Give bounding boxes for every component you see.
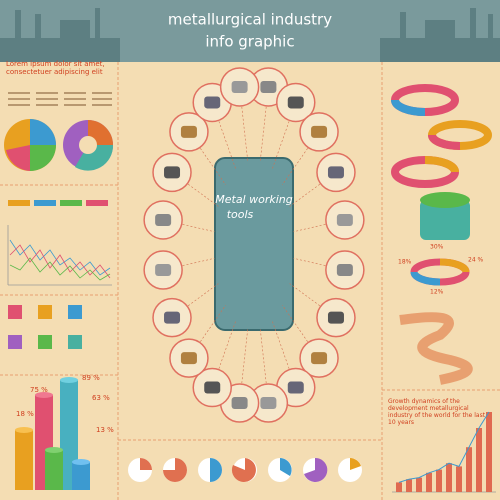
cylinder-label: 63 % — [92, 394, 110, 402]
ring-label: 30% — [430, 244, 444, 251]
small-pies — [128, 457, 362, 482]
tool-glyph — [260, 80, 277, 93]
growth-caption: Growth dynamics of the development metal… — [388, 398, 486, 426]
cylinder-label: 75 % — [30, 386, 48, 394]
factory-silhouette-left — [0, 8, 120, 62]
growth-bar — [486, 412, 492, 492]
tool-glyph — [155, 264, 172, 277]
ring-label: 12% — [430, 289, 444, 296]
growth-bar — [476, 428, 482, 492]
growth-bar — [396, 482, 402, 492]
growth-bar — [436, 469, 442, 492]
pie-left — [4, 119, 114, 171]
ring-label: 18% — [398, 259, 412, 266]
tool-glyph — [204, 96, 221, 109]
factory-silhouette-right — [380, 8, 500, 62]
ring-label: 24 % — [468, 257, 484, 264]
tool-glyph — [164, 166, 181, 179]
3d-rings — [391, 84, 492, 240]
growth-line — [398, 411, 490, 483]
ring-pie — [410, 258, 470, 286]
cylinders — [15, 377, 90, 490]
cylinder-label: 13 % — [96, 426, 114, 434]
growth-chart — [396, 411, 492, 492]
tool-glyph — [336, 213, 353, 226]
tool-glyph — [336, 264, 353, 277]
tool-glyph — [164, 311, 181, 324]
connector — [282, 131, 320, 186]
tool-glyph — [231, 80, 248, 93]
center-label: Metal working — [215, 193, 293, 206]
connector — [188, 304, 226, 359]
tool-glyph — [287, 381, 304, 394]
growth-bar — [416, 477, 422, 492]
heading-box: Lorem ipsum dolor sit amet, consectetuer… — [6, 60, 105, 76]
left-heading: Lorem ipsum dolor sit amet, consectetuer… — [6, 60, 105, 76]
tool-glyph — [180, 125, 197, 138]
tool-glyph — [311, 125, 328, 138]
cylinder-label: 18 % — [16, 410, 34, 418]
caption-box: Growth dynamics of the development metal… — [388, 398, 486, 426]
tool-glyph — [155, 213, 172, 226]
tool-glyph — [311, 352, 328, 365]
text-lines — [8, 92, 112, 106]
tool-ring — [143, 67, 365, 423]
line-chart-left — [7, 200, 112, 286]
growth-bar — [426, 472, 432, 492]
growth-bar — [446, 463, 452, 492]
tool-glyph — [180, 352, 197, 365]
center-label: tools — [227, 208, 254, 221]
title: metallurgical industry — [168, 11, 332, 29]
snake-path — [399, 312, 473, 385]
center-panel — [214, 157, 294, 331]
growth-bar — [456, 466, 462, 492]
tool-glyph — [287, 96, 304, 109]
connector — [188, 131, 226, 186]
tool-glyph — [231, 397, 248, 410]
connector — [282, 304, 320, 359]
tool-glyph — [204, 381, 221, 394]
subtitle: info graphic — [205, 33, 294, 51]
cylinder-label: 89 % — [82, 374, 100, 382]
swatches — [8, 305, 82, 349]
tool-glyph — [327, 166, 344, 179]
growth-bar — [466, 447, 472, 492]
tool-glyph — [260, 397, 277, 410]
tool-glyph — [327, 311, 344, 324]
growth-bar — [406, 479, 412, 492]
